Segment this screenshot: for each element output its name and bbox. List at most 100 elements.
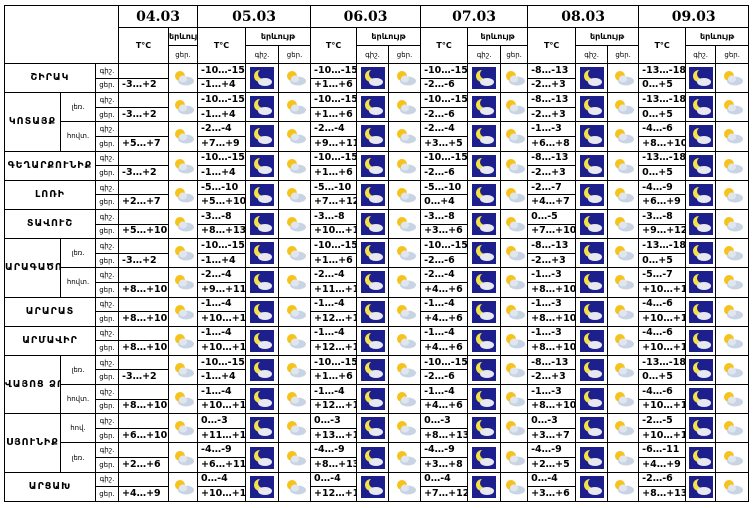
day-temp: 0…+5 [638, 106, 687, 123]
today-temp [118, 354, 170, 371]
night-temp: -8…-13 [527, 150, 577, 167]
day-icon [724, 71, 744, 86]
period-label: ցեր. [94, 106, 120, 123]
day-temp: +8…+10 [527, 311, 577, 327]
day-temp: -2…+3 [527, 165, 577, 181]
period-label: ցեր. [94, 223, 120, 240]
table-row: ՇԻՐԱԿ գիշ. -10…-15 -10…-15 -10…-15 -8…-13 -13…… [4, 62, 750, 94]
day-icon [286, 100, 306, 115]
period-label: ցեր. [94, 457, 120, 473]
night-temp: 0…-4 [197, 471, 247, 488]
day-temp: +10…+12 [197, 398, 247, 415]
day-icon [615, 333, 635, 349]
today-temp: +8…+10 [118, 311, 170, 327]
day-icon-cell [388, 325, 422, 356]
night-temp: -4…-6 [638, 121, 687, 137]
night-icon [360, 125, 385, 148]
night-icon [250, 96, 275, 119]
day-icon [615, 450, 635, 466]
day-icon-cell [500, 413, 529, 444]
night-icon [472, 300, 497, 323]
night-temp: 0…-3 [527, 413, 577, 429]
today-temp: +4…+9 [118, 486, 170, 502]
table-row: ԱՐԱԳԱԾՈՏՆլեռ.գիշ. -10…-15 -10…-15 -10…-15 -8… [4, 238, 750, 298]
day-icon [286, 450, 306, 466]
day-icon-cell [278, 413, 312, 444]
date-header: 08.03 [527, 5, 640, 28]
night-icon-cell [467, 296, 502, 327]
night-temp: -13…-18 [638, 63, 687, 79]
day-icon-cell [607, 92, 640, 123]
day-temp: +11…+13 [310, 281, 358, 298]
day-icon-cell [278, 150, 312, 181]
day-icon [724, 129, 744, 144]
day-icon-cell [388, 208, 422, 240]
today-icon [168, 238, 199, 269]
day-icon [286, 304, 306, 320]
night-icon-cell [245, 471, 280, 502]
day-temp: -2…+3 [527, 252, 577, 269]
day-icon-cell [715, 92, 750, 123]
night-icon [688, 446, 713, 469]
day-icon [506, 275, 526, 290]
region-name: ԳԵՂԱՐՔՈՒՆԻՔ [4, 150, 96, 181]
day-temp: +1…+6 [310, 252, 358, 269]
day-icon [175, 362, 195, 378]
day-temp: +4…+6 [420, 340, 469, 356]
night-temp: -8…-13 [527, 354, 577, 371]
day-icon-cell [278, 325, 312, 356]
day-icon [175, 479, 195, 495]
day-header: ցեր. [500, 45, 529, 64]
table-row: ցեր. +2…+6 +6…+11 +8…+13 +3…+8 +2…+5 +4…+9 [5, 457, 749, 473]
day-icon [506, 129, 526, 144]
night-icon-cell [685, 179, 717, 210]
forecast-table: 04.0305.0306.0307.0308.0309.03T°Cերևույթ… [3, 5, 750, 502]
night-temp: 0…-3 [310, 413, 358, 429]
day-temp: +4…+6 [420, 281, 469, 298]
day-icon [286, 217, 306, 232]
today-temp [118, 150, 170, 167]
period-label: ցեր. [94, 486, 120, 502]
day-temp: -2…-6 [420, 165, 469, 181]
night-temp: -1…-3 [527, 325, 577, 342]
day-icon [506, 479, 526, 495]
today-temp: -3…+2 [118, 106, 170, 123]
night-temp: -1…-3 [527, 296, 577, 313]
day-icon-cell [500, 238, 529, 269]
day-icon [396, 158, 416, 174]
night-icon-cell [685, 150, 717, 181]
table-row: ԳԵՂԱՐՔՈՒՆԻՔ գիշ. -10…-15 -10…-15 -10…-15 -8…-… [4, 150, 750, 181]
day-temp: 0…+5 [638, 369, 687, 386]
day-icon-cell [715, 267, 750, 298]
night-icon [688, 242, 713, 265]
day-icon [615, 217, 635, 232]
day-icon-cell [500, 121, 529, 152]
temp-header: T°C [527, 27, 577, 64]
night-icon [472, 96, 497, 119]
night-icon [688, 96, 713, 119]
day-temp: +3…+5 [420, 135, 469, 152]
night-icon-cell [685, 62, 717, 94]
today-temp [118, 413, 170, 429]
period-label: գիշ. [94, 325, 120, 342]
night-icon-cell [245, 121, 280, 152]
night-icon-cell [245, 384, 280, 415]
period-label: գիշ. [94, 208, 120, 225]
night-temp: -10…-15 [310, 354, 358, 371]
day-icon-cell [278, 267, 312, 298]
day-icon [724, 217, 744, 232]
today-icon [168, 296, 199, 327]
temp-header: T°C [638, 27, 687, 64]
day-icon [175, 217, 195, 232]
date-header: 07.03 [420, 5, 529, 28]
night-icon-cell [356, 413, 390, 444]
day-icon [724, 450, 744, 466]
day-icon-cell [388, 471, 422, 502]
period-label: գիշ. [94, 121, 120, 137]
date-header: 05.03 [197, 5, 312, 28]
night-icon [579, 417, 604, 440]
day-icon [396, 71, 416, 86]
day-icon [396, 479, 416, 495]
day-icon [615, 275, 635, 290]
night-temp: -2…-7 [527, 179, 577, 196]
